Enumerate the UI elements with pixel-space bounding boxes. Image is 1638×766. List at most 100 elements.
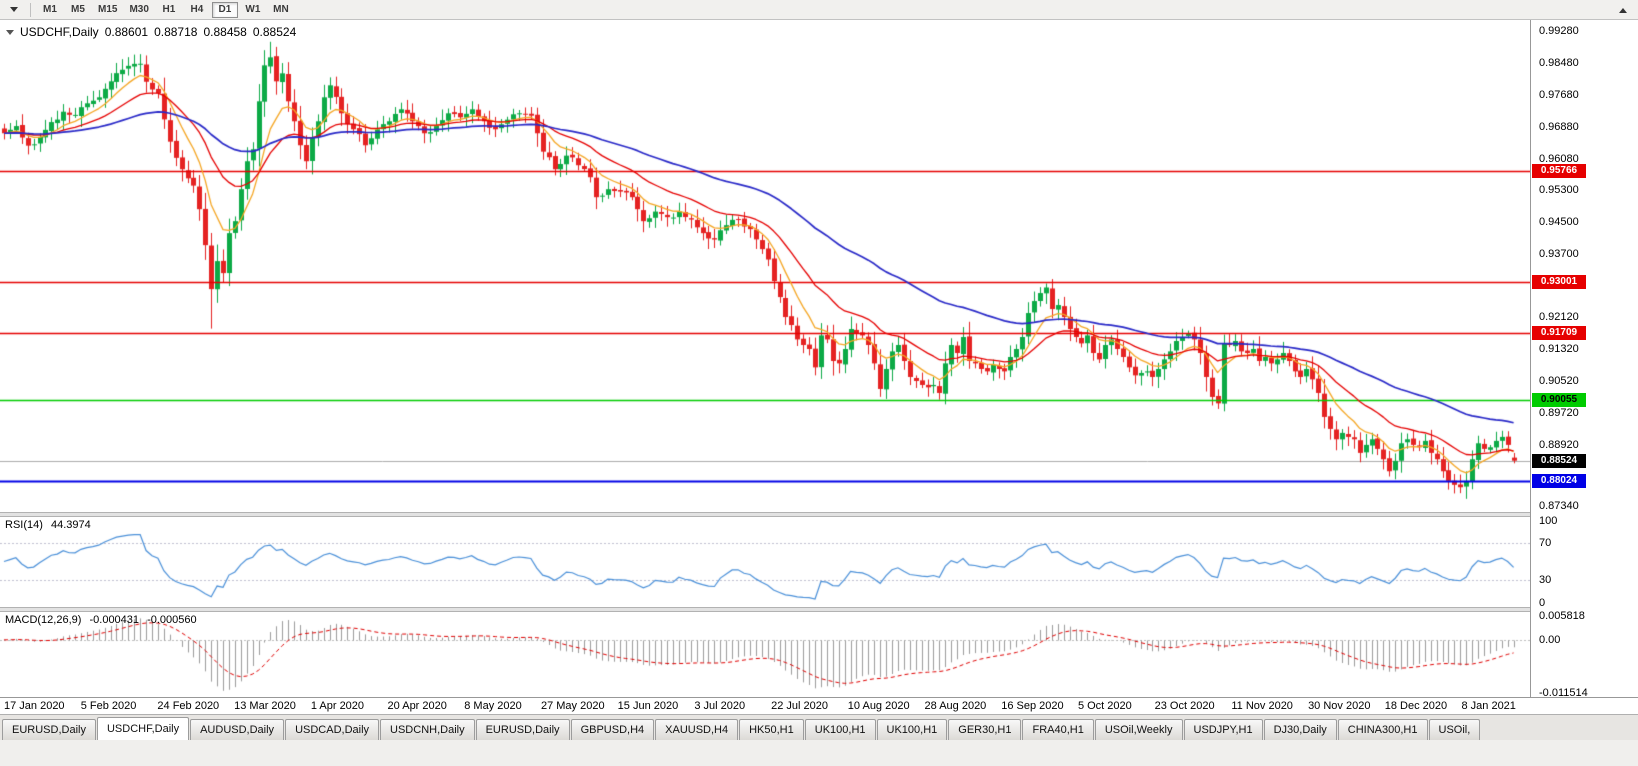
- chart-region: USDCHF,Daily 0.88601 0.88718 0.88458 0.8…: [0, 20, 1638, 714]
- time-axis-label: 5 Oct 2020: [1077, 700, 1132, 712]
- macd-title: MACD(12,26,9) -0.000431 -0.000560: [5, 614, 202, 626]
- chart-open-value: 0.88601: [104, 25, 149, 39]
- hline-price-badge: 0.90055: [1532, 392, 1586, 407]
- time-axis-label: 23 Oct 2020: [1154, 700, 1215, 712]
- time-axis-label: 10 Aug 2020: [847, 700, 910, 712]
- price-axis-label: 0.98480: [1539, 56, 1579, 69]
- macd-axis-label: 0.005818: [1539, 610, 1585, 622]
- time-axis-label: 11 Nov 2020: [1231, 700, 1293, 712]
- chart-tab-dj30-daily[interactable]: DJ30,Daily: [1263, 719, 1337, 740]
- time-axis-label: 8 Jan 2021: [1461, 700, 1516, 712]
- rsi-axis-label: 30: [1539, 573, 1552, 586]
- chart-symbol-label: USDCHF,Daily: [20, 25, 99, 39]
- price-axis-label: 0.91320: [1539, 343, 1579, 355]
- time-axis-label: 8 May 2020: [464, 700, 522, 712]
- chart-tab-usoil-weekly[interactable]: USOil,Weekly: [1094, 719, 1183, 740]
- macd-axis-label: -0.011514: [1539, 687, 1588, 699]
- time-axis-label: 28 Aug 2020: [924, 700, 987, 712]
- chart-tab-usoil[interactable]: USOil,: [1428, 719, 1481, 740]
- time-axis-label: 27 May 2020: [540, 700, 605, 712]
- chart-tab-bar: EURUSD,Daily USDCHF,Daily AUDUSD,Daily USDC…: [0, 714, 1638, 740]
- timeframe-h1[interactable]: H1: [156, 2, 182, 18]
- panel-splitter-macd[interactable]: [0, 607, 1638, 612]
- chart-tab-uk100-h1[interactable]: UK100,H1: [804, 719, 876, 740]
- chart-expander-icon[interactable]: [6, 29, 14, 35]
- time-axis-label: 18 Dec 2020: [1384, 700, 1448, 712]
- rsi-value: 44.3974: [50, 519, 91, 531]
- hline-price-badge: 0.88024: [1532, 473, 1586, 488]
- price-axis-label: 0.87340: [1539, 500, 1579, 512]
- chevron-down-icon: [10, 7, 18, 12]
- time-axis[interactable]: 17 Jan 2020 5 Feb 2020 24 Feb 2020 13 Mar 2…: [0, 697, 1638, 714]
- chart-close-value: 0.88524: [252, 25, 297, 39]
- chart-tab-eurusd-daily[interactable]: EURUSD,Daily: [2, 719, 96, 740]
- timeframe-mn[interactable]: MN: [268, 2, 294, 18]
- time-axis-label: 24 Feb 2020: [157, 700, 220, 712]
- macd-main-value: -0.000431: [89, 614, 140, 626]
- chart-tab-uk100-h1[interactable]: UK100,H1: [876, 719, 948, 740]
- hline-price-badge: 0.91709: [1532, 326, 1586, 341]
- price-axis-label: 0.97680: [1539, 88, 1579, 101]
- time-axis-label: 5 Feb 2020: [80, 700, 137, 712]
- chart-tab-fra40-h1[interactable]: FRA40,H1: [1022, 719, 1094, 740]
- rsi-axis-label: 70: [1539, 537, 1552, 550]
- timeframe-m15[interactable]: M15: [93, 2, 122, 18]
- chart-tab-gbpusd-h4[interactable]: GBPUSD,H4: [570, 719, 655, 740]
- time-axis-label: 17 Jan 2020: [4, 700, 65, 712]
- chart-canvas[interactable]: [0, 20, 1530, 697]
- panel-splitter-rsi[interactable]: [0, 512, 1638, 517]
- chart-title-bar: USDCHF,Daily 0.88601 0.88718 0.88458 0.8…: [6, 25, 302, 39]
- chart-tab-ger30-h1[interactable]: GER30,H1: [948, 719, 1022, 740]
- chart-high-value: 0.88718: [154, 25, 198, 39]
- footer-strip: [0, 740, 1638, 766]
- macd-axis-label: 0.00: [1539, 633, 1561, 646]
- timeframe-m5[interactable]: M5: [65, 2, 91, 18]
- rsi-indicator-label: RSI(14): [5, 519, 43, 531]
- price-axis-label: 0.89720: [1539, 406, 1579, 419]
- price-axis-label: 0.88920: [1539, 438, 1579, 451]
- timeframe-toolbar: M1 M5 M15 M30 H1 H4 D1 W1 MN: [36, 1, 295, 18]
- time-axis-label: 1 Apr 2020: [310, 700, 365, 712]
- chart-tab-xauusd-h4[interactable]: XAUUSD,H4: [655, 719, 739, 740]
- price-axis-label: 0.96080: [1539, 152, 1579, 165]
- hline-price-badge: 0.95766: [1532, 164, 1586, 179]
- time-axis-label: 3 Jul 2020: [694, 700, 746, 712]
- timeframe-d1[interactable]: D1: [211, 1, 238, 18]
- toolbar: M1 M5 M15 M30 H1 H4 D1 W1 MN: [0, 0, 1638, 20]
- toolbar-overflow-button[interactable]: [1612, 2, 1634, 18]
- time-axis-label: 13 Mar 2020: [234, 700, 296, 712]
- toolbar-separator: [30, 2, 31, 17]
- time-axis-label: 20 Apr 2020: [387, 700, 447, 712]
- rsi-axis-label: 0: [1539, 597, 1546, 609]
- timeframe-m30[interactable]: M30: [124, 2, 153, 18]
- price-axis-label: 0.99280: [1539, 25, 1579, 37]
- price-axis-label: 0.94500: [1539, 215, 1579, 228]
- chart-tab-usdcnh-daily[interactable]: USDCNH,Daily: [380, 719, 475, 740]
- chart-tab-china300-h1[interactable]: CHINA300,H1: [1337, 719, 1428, 740]
- price-axis-label: 0.93700: [1539, 247, 1579, 260]
- chart-tab-usdjpy-h1[interactable]: USDJPY,H1: [1183, 719, 1263, 740]
- price-axis-label: 0.90520: [1539, 374, 1579, 387]
- toolbar-overflow-icon: [1619, 7, 1627, 13]
- time-axis-label: 22 Jul 2020: [771, 700, 828, 712]
- rsi-axis-label: 100: [1539, 515, 1558, 527]
- price-axis[interactable]: 0.99280 0.98480 0.97680 0.96880 0.96080 0.953…: [1530, 20, 1638, 699]
- chart-dropdown-button[interactable]: [3, 2, 25, 18]
- rsi-title: RSI(14) 44.3974: [5, 519, 96, 531]
- current-price-badge: 0.88524: [1532, 453, 1586, 468]
- timeframe-m1[interactable]: M1: [37, 2, 63, 18]
- price-axis-label: 0.92120: [1539, 311, 1579, 324]
- macd-signal-value: -0.000560: [147, 614, 197, 626]
- chart-tab-hk50-h1[interactable]: HK50,H1: [739, 719, 804, 740]
- price-axis-label: 0.96880: [1539, 120, 1579, 133]
- timeframe-h4[interactable]: H4: [184, 2, 210, 18]
- chart-low-value: 0.88458: [203, 25, 247, 39]
- timeframe-w1[interactable]: W1: [240, 2, 266, 18]
- chart-tab-audusd-daily[interactable]: AUDUSD,Daily: [190, 719, 285, 740]
- chart-tab-usdchf-daily[interactable]: USDCHF,Daily: [96, 717, 190, 740]
- chart-tab-usdcad-daily[interactable]: USDCAD,Daily: [285, 719, 380, 740]
- time-axis-label: 30 Nov 2020: [1308, 700, 1371, 712]
- chart-tab-eurusd-daily[interactable]: EURUSD,Daily: [475, 719, 570, 740]
- time-axis-label: 16 Sep 2020: [1001, 700, 1064, 712]
